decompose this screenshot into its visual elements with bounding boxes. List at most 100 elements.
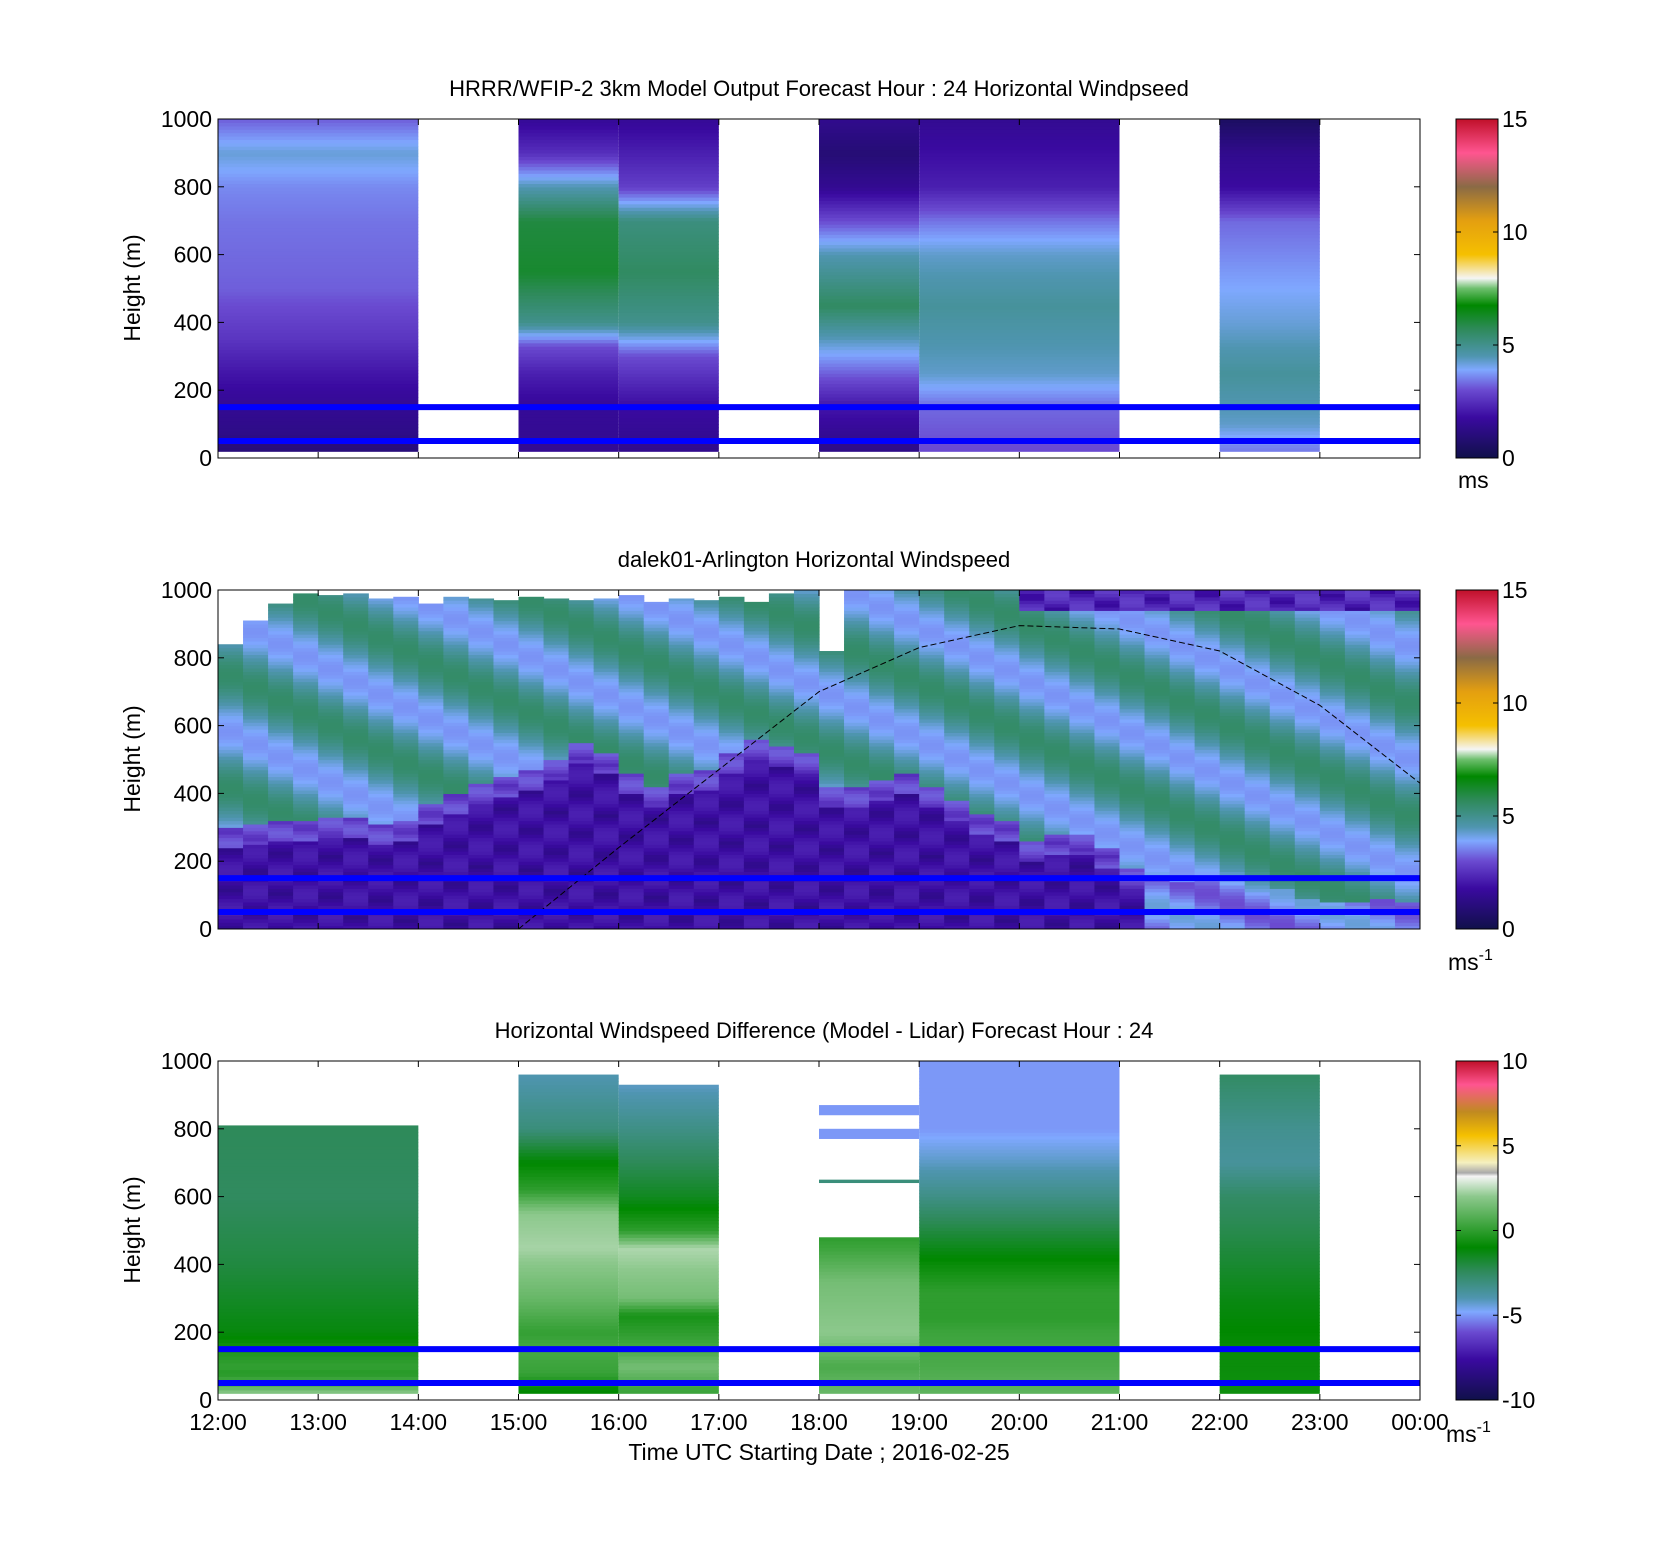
heatmap-cell <box>718 766 745 771</box>
heatmap-cell <box>718 678 745 683</box>
heatmap-cell <box>1019 712 1045 717</box>
heatmap-cell <box>1219 749 1246 754</box>
heatmap-cell <box>1169 671 1196 676</box>
heatmap-cell <box>768 634 795 639</box>
heatmap-cell <box>1294 837 1321 842</box>
heatmap-cell <box>368 684 394 689</box>
heatmap-cell <box>493 712 520 717</box>
heatmap-cell <box>618 203 719 208</box>
heatmap-cell <box>869 861 895 866</box>
heatmap-cell <box>1144 766 1171 771</box>
heatmap-cell <box>643 722 670 727</box>
heatmap-cell <box>243 752 269 757</box>
heatmap-cell <box>718 728 745 733</box>
heatmap-cell <box>1094 915 1121 920</box>
heatmap-cell <box>1094 905 1121 910</box>
heatmap-cell <box>944 864 970 869</box>
heatmap-cell <box>1144 776 1171 781</box>
heatmap-cell <box>393 779 419 784</box>
heatmap-cell <box>869 895 895 900</box>
heatmap-cell <box>693 861 720 866</box>
heatmap-cell <box>1244 803 1271 808</box>
heatmap-cell <box>543 884 570 889</box>
heatmap-cell <box>568 681 595 686</box>
heatmap-cell <box>869 776 895 781</box>
heatmap-cell <box>618 169 719 174</box>
heatmap-cell <box>368 796 394 801</box>
heatmap-cell <box>1219 152 1320 157</box>
heatmap-cell <box>518 742 545 747</box>
heatmap-cell <box>994 851 1020 856</box>
heatmap-cell <box>568 749 595 754</box>
heatmap-cell <box>368 762 394 767</box>
heatmap-cell <box>969 786 995 791</box>
heatmap-cell <box>618 739 645 744</box>
heatmap-cell <box>218 427 419 432</box>
heatmap-cell <box>493 884 520 889</box>
heatmap-cell <box>819 180 920 185</box>
heatmap-cell <box>443 925 470 929</box>
heatmap-cell <box>1269 925 1296 929</box>
heatmap-cell <box>919 664 945 669</box>
heatmap-cell <box>1269 684 1296 689</box>
heatmap-cell <box>643 627 670 632</box>
heatmap-cell <box>618 132 719 137</box>
heatmap-cell <box>1044 749 1071 754</box>
heatmap-cell <box>793 728 820 733</box>
heatmap-cell <box>969 688 995 693</box>
heatmap-cell <box>668 834 695 839</box>
heatmap-cell <box>418 766 444 771</box>
heatmap-cell <box>418 851 444 856</box>
heatmap-cell <box>1194 654 1221 659</box>
heatmap-cell <box>969 895 995 900</box>
heatmap-cell <box>368 671 394 676</box>
heatmap-cell <box>293 898 319 903</box>
heatmap-cell <box>568 705 595 710</box>
heatmap-cell <box>844 718 870 723</box>
heatmap-cell <box>268 606 294 611</box>
heatmap-cell <box>1194 813 1221 818</box>
heatmap-cell <box>1244 715 1271 720</box>
heatmap-cell <box>1094 871 1121 876</box>
heatmap-cell <box>1219 881 1246 886</box>
heatmap-cell <box>1219 861 1246 866</box>
heatmap-cell <box>1019 762 1045 767</box>
heatmap-cell <box>643 735 670 740</box>
heatmap-cell <box>768 701 795 706</box>
heatmap-cell <box>919 390 1120 395</box>
heatmap-cell <box>543 701 570 706</box>
heatmap-cell <box>318 834 344 839</box>
heatmap-cell <box>543 627 570 632</box>
heatmap-cell <box>1144 847 1171 852</box>
heatmap-cell <box>493 718 520 723</box>
heatmap-cell <box>393 705 419 710</box>
heatmap-cell <box>743 725 770 730</box>
heatmap-cell <box>293 718 319 723</box>
heatmap-cell <box>1219 813 1246 818</box>
heatmap-cell <box>1219 268 1320 273</box>
heatmap-cell <box>793 898 820 903</box>
heatmap-cell <box>293 596 319 601</box>
heatmap-cell <box>718 773 745 778</box>
heatmap-cell <box>693 803 720 808</box>
heatmap-cell <box>1294 857 1321 862</box>
heatmap-cell <box>243 786 269 791</box>
heatmap-cell <box>919 705 945 710</box>
heatmap-cell <box>869 634 895 639</box>
heatmap-cell <box>243 864 269 869</box>
heatmap-cell <box>668 617 695 622</box>
heatmap-cell <box>543 756 570 761</box>
heatmap-cell <box>293 790 319 794</box>
heatmap-cell <box>1019 674 1045 679</box>
heatmap-cell <box>543 840 570 845</box>
heatmap-cell <box>1219 647 1246 652</box>
heatmap-cell <box>518 183 619 188</box>
heatmap-cell <box>568 756 595 761</box>
heatmap-cell <box>1169 661 1196 666</box>
heatmap-cell <box>668 725 695 730</box>
heatmap-cell <box>293 657 319 662</box>
heatmap-cell <box>919 224 1120 229</box>
heatmap-cell <box>393 915 419 920</box>
heatmap-cell <box>743 922 770 927</box>
heatmap-cell <box>468 745 495 750</box>
